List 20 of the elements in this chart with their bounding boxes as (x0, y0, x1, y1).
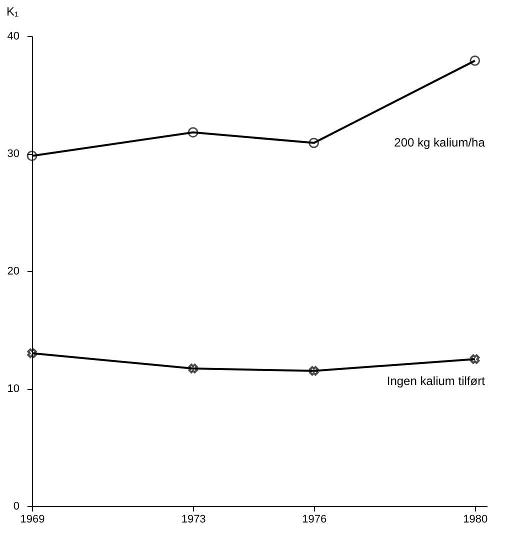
point (470, 55, 480, 66)
y-tick-label: 0 (13, 500, 20, 512)
y-axis-title: K₁ (6, 4, 19, 18)
y-tick-label: 20 (7, 266, 20, 278)
text: 200 kg kalium/ha (394, 136, 486, 150)
y-tick-label: 40 (7, 30, 20, 42)
x-tick-label: 1976 (302, 514, 327, 526)
point (308, 138, 320, 148)
point (470, 354, 480, 364)
x-tick-label: 1973 (181, 514, 206, 526)
y-tick-label: 10 (7, 383, 20, 395)
y-tick-label: 30 (7, 148, 20, 160)
point (309, 366, 319, 376)
series-label: Ingen kalium tilført (386, 374, 486, 388)
point (26, 150, 38, 162)
point (188, 364, 198, 374)
x-tick-label: 1980 (463, 514, 488, 526)
point (188, 127, 198, 138)
x-tick-label: 1969 (20, 514, 45, 526)
point (27, 348, 37, 358)
